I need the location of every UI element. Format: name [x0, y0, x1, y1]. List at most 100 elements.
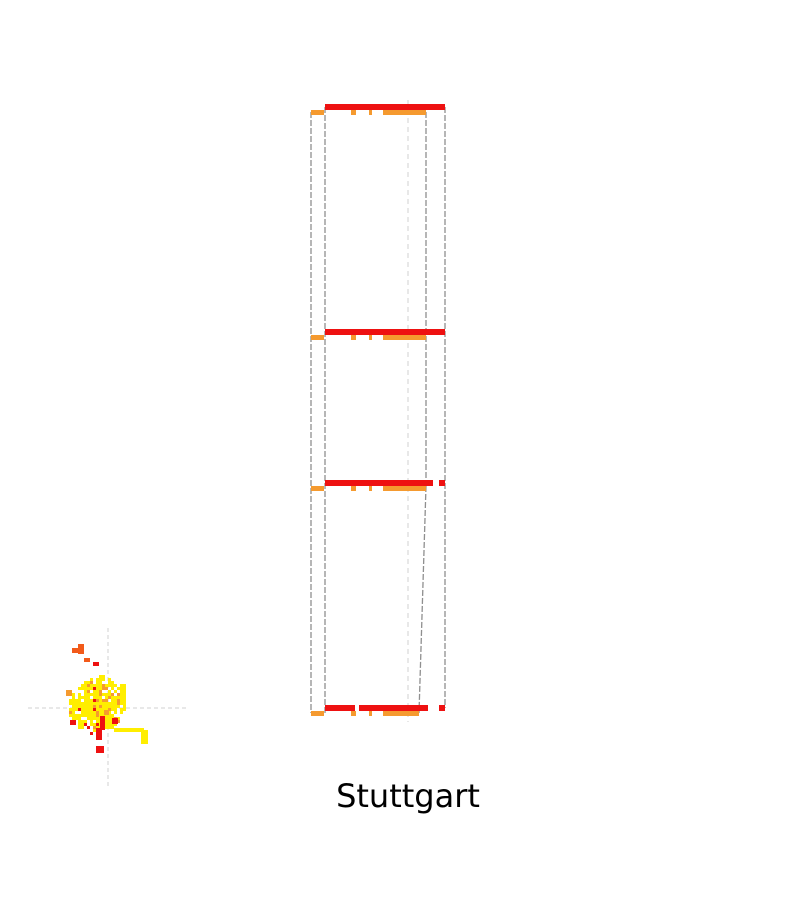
pixel-cluster — [66, 644, 148, 753]
cluster-pixel — [81, 696, 84, 699]
cluster-pixel — [93, 726, 96, 729]
cluster-pixel — [117, 705, 120, 708]
cluster-pixel — [69, 714, 72, 717]
level-2-orange-bar — [383, 335, 426, 340]
cluster-pixel — [75, 702, 78, 705]
cluster-pixel — [102, 711, 105, 714]
cluster-pixel — [117, 693, 120, 696]
cluster-pixel — [102, 678, 105, 681]
cluster-pixel — [96, 723, 99, 726]
cluster-pixel — [117, 720, 120, 723]
cluster-pixel — [81, 708, 84, 711]
cluster-pixel — [111, 723, 114, 726]
city-caption: Stuttgart — [336, 777, 480, 815]
cluster-pixel — [102, 699, 105, 702]
cluster-pixel — [117, 696, 120, 699]
cluster-pixel-detail — [141, 730, 148, 744]
cluster-pixel — [78, 699, 81, 702]
cluster-pixel — [120, 708, 123, 711]
cluster-pixel — [90, 708, 93, 711]
cluster-pixel — [102, 714, 105, 717]
cluster-pixel — [72, 711, 75, 714]
cluster-pixel — [87, 687, 90, 690]
cluster-pixel — [90, 720, 93, 723]
cluster-pixel — [93, 705, 96, 708]
cluster-pixel-detail — [84, 658, 90, 662]
cluster-pixel-detail — [96, 746, 104, 753]
cluster-pixel — [114, 699, 117, 702]
tower-level-1 — [311, 104, 445, 115]
cluster-pixel — [114, 711, 117, 714]
cluster-pixel — [108, 690, 111, 693]
cluster-pixel — [93, 684, 96, 687]
cluster-pixel — [90, 699, 93, 702]
cluster-pixel — [93, 714, 96, 717]
level-3-orange-bar — [383, 486, 426, 491]
cluster-pixel — [78, 717, 81, 720]
cluster-pixel — [96, 690, 99, 693]
cluster-pixel — [111, 708, 114, 711]
cluster-pixel — [96, 711, 99, 714]
cluster-pixel — [75, 699, 78, 702]
cluster-pixel — [69, 699, 72, 702]
level-4-red-bar-a — [325, 705, 355, 711]
cluster-pixel — [117, 687, 120, 690]
cluster-pixel — [87, 693, 90, 696]
level-4-orange-dot-a — [351, 711, 356, 716]
cluster-pixel — [105, 714, 108, 717]
cluster-pixel — [81, 723, 84, 726]
cluster-pixel — [108, 723, 111, 726]
cluster-pixel — [102, 684, 105, 687]
cluster-pixel — [111, 687, 114, 690]
cluster-pixel — [78, 687, 81, 690]
cluster-pixel — [90, 711, 93, 714]
cluster-pixel — [87, 714, 90, 717]
cluster-pixel — [84, 681, 87, 684]
cluster-pixel — [72, 714, 75, 717]
cluster-pixel — [84, 720, 87, 723]
cluster-pixel — [102, 687, 105, 690]
cluster-pixel-detail — [70, 720, 76, 725]
cluster-pixel — [99, 690, 102, 693]
cluster-pixel — [108, 714, 111, 717]
cluster-pixel — [105, 705, 108, 708]
cluster-pixel — [87, 726, 90, 729]
cluster-pixel — [99, 714, 102, 717]
cluster-pixel-detail — [100, 716, 105, 730]
cluster-pixel — [117, 699, 120, 702]
cluster-pixel — [78, 708, 81, 711]
cluster-pixel — [93, 729, 96, 732]
cluster-pixel — [99, 675, 102, 678]
cluster-pixel-detail — [104, 710, 109, 715]
cluster-pixel — [99, 708, 102, 711]
cluster-pixel — [102, 675, 105, 678]
cluster-pixel — [99, 705, 102, 708]
level-2-orange-dot-a — [351, 335, 356, 340]
cluster-pixel — [87, 684, 90, 687]
cluster-pixel — [96, 726, 99, 729]
cluster-pixel — [96, 702, 99, 705]
cluster-pixel — [72, 708, 75, 711]
cluster-pixel — [105, 696, 108, 699]
cluster-pixel — [81, 687, 84, 690]
cluster-pixel — [108, 726, 111, 729]
cluster-pixel — [111, 684, 114, 687]
cluster-pixel — [111, 681, 114, 684]
cluster-pixel — [90, 681, 93, 684]
cluster-pixel — [81, 714, 84, 717]
cluster-pixel — [93, 696, 96, 699]
cluster-pixel — [96, 708, 99, 711]
cluster-pixel — [114, 684, 117, 687]
level-2-orange-dot-b — [369, 335, 372, 340]
cluster-pixel — [117, 702, 120, 705]
cluster-pixel — [111, 693, 114, 696]
cluster-pixel — [105, 708, 108, 711]
cluster-pixel — [84, 696, 87, 699]
cluster-pixel — [72, 702, 75, 705]
cluster-pixel — [96, 696, 99, 699]
cluster-pixel — [84, 699, 87, 702]
tower-level-2 — [311, 329, 445, 340]
cluster-pixel — [114, 705, 117, 708]
cluster-pixel — [105, 723, 108, 726]
cluster-pixel — [87, 699, 90, 702]
